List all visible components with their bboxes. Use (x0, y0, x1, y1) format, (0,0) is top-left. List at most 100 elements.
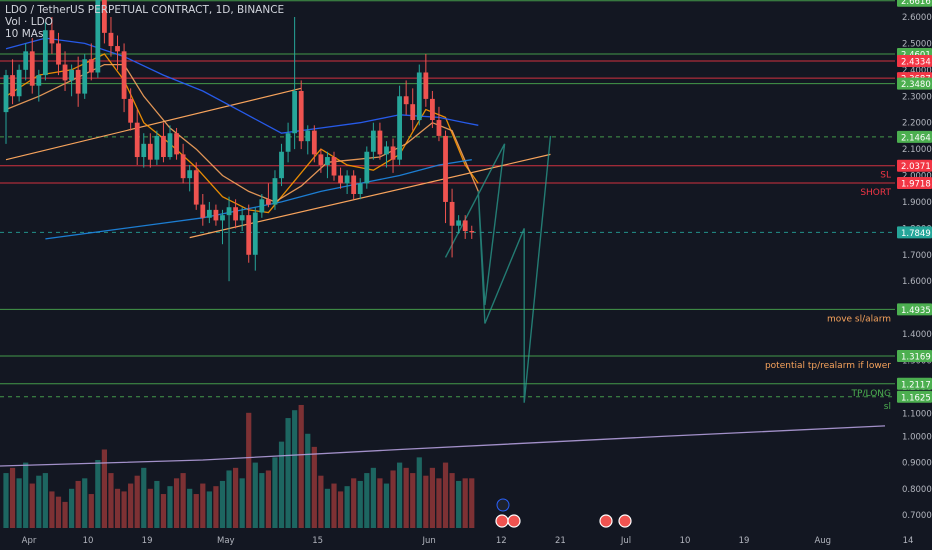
price-label-badge (897, 77, 932, 90)
price-label-text: 2.3480 (901, 80, 931, 90)
volume-bar (82, 478, 88, 528)
candle-body (410, 104, 416, 121)
candle-body (102, 0, 107, 33)
candle-body (252, 212, 258, 255)
candle-body (259, 199, 265, 213)
earnings-flag-icon (618, 514, 632, 528)
chart-legend: LDO / TetherUS PERPETUAL CONTRACT, 1D, B… (5, 4, 284, 40)
candle-body (239, 215, 245, 221)
time-axis: Apr 10 19 May 15 Jun 12 21 Jul 10 19 Aug 14 (22, 536, 914, 546)
volume-indicator-label[interactable]: Vol · LDO (5, 16, 53, 28)
volume-bar (252, 462, 258, 528)
price-tick-label: 1.6000 (902, 277, 932, 287)
volume-bar (3, 473, 9, 528)
price-tick-label: 1.7000 (902, 251, 932, 261)
candle-body (161, 135, 166, 158)
price-label-text: 1.9718 (901, 179, 931, 189)
price-label-text: 2.1464 (901, 133, 931, 143)
price-label-text: 2.6616 (901, 0, 931, 7)
price-label-badge (897, 130, 932, 143)
volume-bar (9, 467, 16, 528)
price-label-badge (897, 303, 932, 316)
price-tick-label: 2.5000 (902, 39, 932, 49)
candle-body (193, 170, 199, 205)
level-note-label: SHORT (860, 188, 891, 198)
candle-body (141, 143, 147, 158)
candle-body (49, 30, 55, 44)
price-label-badge (897, 0, 932, 7)
price-label-text: 2.4334 (901, 58, 931, 68)
volume-bar (429, 467, 435, 528)
candle-body (220, 215, 225, 221)
volume-bar (364, 473, 370, 528)
time-tick-label: 10 (83, 536, 94, 546)
event-badges (495, 498, 632, 528)
volume-bar (331, 483, 337, 528)
candle-body (377, 130, 383, 155)
volume-bars (3, 404, 475, 528)
volume-bar (357, 480, 363, 528)
price-label-badge (897, 226, 932, 239)
volume-bar (469, 478, 475, 528)
candle-body (3, 75, 9, 113)
volume-bar (410, 473, 416, 528)
time-tick-label: 19 (739, 536, 750, 546)
candle-body (42, 30, 48, 76)
candle-body (108, 32, 114, 47)
moving-average-line (0, 425, 886, 467)
volume-bar (390, 470, 396, 528)
candle-body (200, 204, 206, 218)
time-tick-label: Apr (22, 536, 37, 546)
candle-body (128, 98, 134, 123)
candle-body (430, 98, 435, 121)
volume-bar (154, 480, 160, 528)
volume-bar (292, 410, 298, 528)
candle-body (174, 133, 179, 155)
earnings-flag-icon (507, 514, 521, 528)
candle-body (298, 90, 304, 142)
price-label-badge (897, 176, 932, 189)
time-tick-label: 21 (555, 536, 566, 546)
candle-body (180, 154, 186, 179)
level-note-label: potential tp/realarm if lower (765, 361, 891, 371)
candle-body (134, 122, 140, 158)
candle-body (36, 75, 42, 86)
volume-bar (246, 412, 252, 528)
level-annotations: SL SHORT move sl/alarm potential tp/realarm… (765, 171, 892, 412)
candle-body (115, 46, 120, 52)
price-tick-label: 2.2000 (902, 119, 932, 129)
price-tick-label: 2.0000 (902, 172, 932, 182)
volume-bar (160, 494, 167, 528)
trendline (5, 87, 302, 161)
volume-bar (180, 473, 186, 528)
candle-body (16, 69, 22, 97)
candle-body (82, 59, 88, 94)
volume-bar (55, 496, 62, 528)
time-tick-label: Jul (620, 536, 631, 546)
time-tick-label: 19 (142, 536, 153, 546)
candle-body (370, 130, 376, 152)
price-label-text: 1.3169 (901, 352, 931, 362)
volume-bar (436, 478, 442, 528)
ma-indicator-label[interactable]: 10 MAs (5, 28, 44, 40)
price-tick-label: 0.7000 (902, 511, 932, 521)
volume-bar (42, 473, 48, 528)
price-label-badge (897, 390, 932, 403)
volume-bar (69, 488, 75, 528)
volume-bar (75, 480, 81, 528)
symbol-title[interactable]: LDO / TetherUS PERPETUAL CONTRACT, 1D, B… (5, 4, 285, 16)
candle-body (403, 96, 409, 105)
volume-bar (403, 467, 409, 528)
volume-bar (101, 449, 107, 528)
volume-bar (49, 491, 55, 528)
level-note-label: SL (880, 171, 891, 181)
candle-body (121, 51, 127, 99)
candle-body (305, 130, 311, 142)
price-tick-label: 0.9000 (902, 459, 932, 469)
candle-body (233, 207, 238, 221)
volume-bar (167, 486, 173, 528)
candle-body (344, 175, 350, 184)
price-label-badge (897, 55, 932, 68)
price-tick-label: 1.9000 (902, 198, 932, 208)
